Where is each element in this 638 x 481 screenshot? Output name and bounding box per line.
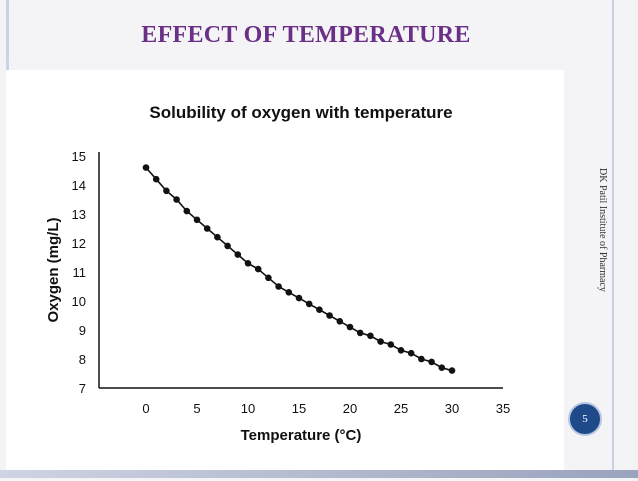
data-point bbox=[448, 367, 456, 374]
data-point bbox=[285, 289, 293, 296]
x-tick-label: 15 bbox=[292, 401, 306, 416]
data-point bbox=[346, 323, 354, 331]
x-tick-label: 30 bbox=[445, 401, 459, 416]
data-point bbox=[203, 225, 211, 232]
y-tick-label: 8 bbox=[79, 352, 86, 367]
page-number-badge: 5 bbox=[568, 402, 602, 436]
x-tick-label: 35 bbox=[496, 401, 510, 416]
data-point bbox=[397, 347, 405, 354]
data-point bbox=[152, 175, 160, 183]
data-point bbox=[407, 349, 415, 357]
data-point bbox=[438, 364, 446, 372]
y-tick-label: 13 bbox=[72, 207, 86, 222]
data-point bbox=[305, 300, 313, 308]
data-point bbox=[224, 242, 231, 250]
data-point bbox=[244, 260, 252, 267]
x-tick-label: 0 bbox=[142, 401, 149, 416]
y-tick-label: 14 bbox=[72, 178, 86, 193]
data-point bbox=[387, 341, 395, 348]
x-tick-label: 5 bbox=[193, 401, 200, 416]
data-point bbox=[265, 274, 272, 282]
data-point bbox=[295, 294, 303, 302]
slide-footer: DK Patil Institute of Pharmacy bbox=[597, 168, 608, 292]
slide-title: EFFECT OF TEMPERATURE bbox=[141, 22, 471, 48]
slide-right-rule bbox=[612, 0, 614, 478]
y-tick-label: 7 bbox=[79, 381, 86, 396]
data-point bbox=[418, 355, 425, 363]
chart: Solubility of oxygen with temperature 7 8… bbox=[45, 103, 510, 444]
data-point bbox=[142, 164, 150, 171]
y-tick-label: 10 bbox=[72, 294, 86, 309]
x-axis-label: Temperature (°C) bbox=[241, 427, 362, 444]
data-point bbox=[183, 207, 191, 215]
data-point bbox=[234, 251, 242, 258]
data-point bbox=[428, 358, 435, 366]
data-point bbox=[336, 318, 344, 325]
data-point bbox=[254, 265, 262, 273]
data-point bbox=[377, 338, 384, 345]
page-number: 5 bbox=[582, 413, 588, 425]
data-point bbox=[193, 216, 201, 224]
y-tick-label: 9 bbox=[79, 323, 86, 338]
data-point bbox=[163, 187, 170, 195]
x-tick-label: 25 bbox=[394, 401, 408, 416]
x-tick-label: 20 bbox=[343, 401, 357, 416]
slide-bottom-bar bbox=[0, 470, 638, 478]
series-line bbox=[145, 167, 453, 372]
data-point bbox=[275, 283, 282, 290]
x-tick-label: 10 bbox=[241, 401, 255, 416]
y-tick-label: 11 bbox=[73, 265, 87, 280]
data-point bbox=[214, 233, 221, 241]
y-axis-label: Oxygen (mg/L) bbox=[45, 217, 62, 322]
data-point bbox=[173, 196, 180, 203]
data-point bbox=[326, 312, 333, 319]
chart-title: Solubility of oxygen with temperature bbox=[149, 103, 452, 122]
chart-panel: Solubility of oxygen with temperature 7 8… bbox=[6, 70, 564, 476]
data-point bbox=[356, 329, 364, 337]
y-tick-label: 15 bbox=[72, 149, 86, 164]
data-point bbox=[367, 332, 374, 340]
data-point bbox=[316, 306, 323, 313]
y-tick-label: 12 bbox=[72, 236, 86, 251]
